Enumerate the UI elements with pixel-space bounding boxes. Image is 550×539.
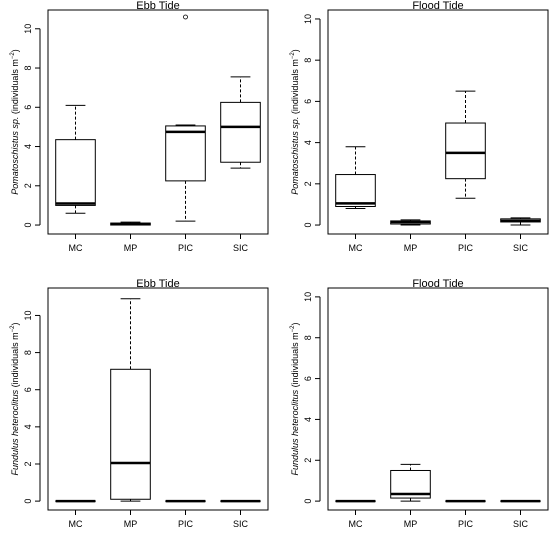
y-axis-label: Fundulus heteroclitus (individuals m−2)	[10, 323, 20, 476]
y-axis-label-species: Fundulus heteroclitus	[290, 389, 300, 475]
x-tick-label: SIC	[233, 519, 249, 529]
y-axis-label: Fundulus heteroclitus (individuals m−2)	[290, 323, 300, 476]
x-tick-label: MC	[69, 519, 83, 529]
y-tick-label: 2	[23, 183, 33, 188]
y-axis-label-units: (individuals m	[290, 59, 300, 117]
y-axis-label-close: )	[10, 49, 20, 52]
y-axis-label: Pomatoschistus sp. (individuals m−2)	[10, 49, 20, 194]
box-mp	[111, 299, 151, 501]
box-sic	[501, 218, 541, 225]
y-axis-label-species: Fundulus heteroclitus	[10, 389, 20, 475]
x-tick-label: MC	[349, 519, 363, 529]
chart-title: Flood Tide	[412, 278, 463, 290]
y-tick-label: 4	[303, 417, 313, 422]
y-tick-label: 8	[303, 335, 313, 340]
box-body	[221, 102, 261, 162]
x-tick-label: SIC	[513, 243, 529, 253]
y-axis-label-units: (individuals m	[10, 332, 20, 390]
y-tick-label: 8	[303, 58, 313, 63]
y-tick-label: 0	[23, 499, 33, 504]
plot-frame	[48, 288, 268, 510]
chart-title: Ebb Tide	[136, 0, 179, 12]
y-tick-label: 4	[303, 140, 313, 145]
chart-title: Ebb Tide	[136, 278, 179, 290]
chart-title: Flood Tide	[412, 0, 463, 12]
y-tick-label: 6	[23, 105, 33, 110]
y-axis-label-units: (individuals m	[290, 332, 300, 390]
box-mc	[336, 147, 376, 209]
y-axis-label-close: )	[290, 49, 300, 52]
y-tick-label: 4	[23, 144, 33, 149]
y-tick-label: 0	[303, 223, 313, 228]
y-tick-label: 10	[23, 24, 33, 34]
y-tick-label: 10	[303, 292, 313, 302]
y-tick-label: 6	[23, 387, 33, 392]
y-axis-label-species: Pomatoschistus sp.	[290, 117, 300, 195]
box-body	[446, 123, 486, 179]
box-mp	[111, 222, 151, 225]
box-mp	[391, 464, 431, 501]
box-pic	[166, 15, 206, 221]
panel-2: Flood Tide 0 2 4 6 8 10 Pomatoschistus sp. (ind…	[290, 0, 548, 253]
x-tick-label: PIC	[178, 243, 194, 253]
box-sic	[221, 77, 261, 168]
box-mp	[391, 220, 431, 225]
y-axis-label-close: )	[10, 323, 20, 326]
x-tick-label: MP	[404, 519, 418, 529]
y-tick-label: 2	[23, 461, 33, 466]
y-tick-label: 0	[303, 499, 313, 504]
outlier-point	[184, 15, 188, 19]
y-tick-label: 8	[23, 66, 33, 71]
box-body	[56, 140, 96, 206]
x-tick-label: SIC	[233, 243, 249, 253]
y-tick-label: 8	[23, 350, 33, 355]
x-tick-label: PIC	[458, 519, 474, 529]
x-tick-label: SIC	[513, 519, 529, 529]
y-tick-label: 6	[303, 376, 313, 381]
x-tick-label: PIC	[178, 519, 194, 529]
y-tick-label: 10	[23, 310, 33, 320]
x-tick-label: MC	[349, 243, 363, 253]
y-axis-label: Pomatoschistus sp. (individuals m−2)	[290, 49, 300, 194]
x-tick-label: MP	[404, 243, 418, 253]
box-body	[111, 369, 151, 499]
y-tick-label: 6	[303, 99, 313, 104]
y-tick-label: 4	[23, 424, 33, 429]
x-tick-label: PIC	[458, 243, 474, 253]
panel-4: Flood Tide 0 2 4 6 8 10 Fundulus heteroclitus (…	[290, 278, 548, 529]
x-tick-label: MC	[69, 243, 83, 253]
x-tick-label: MP	[124, 519, 138, 529]
y-axis-label-close: )	[290, 323, 300, 326]
y-axis-label-units: (individuals m	[10, 59, 20, 117]
box-body	[166, 126, 206, 181]
y-axis-label-species: Pomatoschistus sp.	[10, 117, 20, 195]
x-tick-label: MP	[124, 243, 138, 253]
y-tick-label: 0	[23, 223, 33, 228]
y-tick-label: 2	[303, 181, 313, 186]
box-pic	[446, 91, 486, 198]
y-tick-label: 2	[303, 458, 313, 463]
y-tick-label: 10	[303, 14, 313, 24]
box-body	[336, 175, 376, 207]
panel-1: Ebb Tide 0 2 4 6 8 10 Pomatoschistus sp. (indiv…	[10, 0, 268, 253]
box-mc	[56, 105, 96, 213]
plot-frame	[328, 288, 548, 510]
